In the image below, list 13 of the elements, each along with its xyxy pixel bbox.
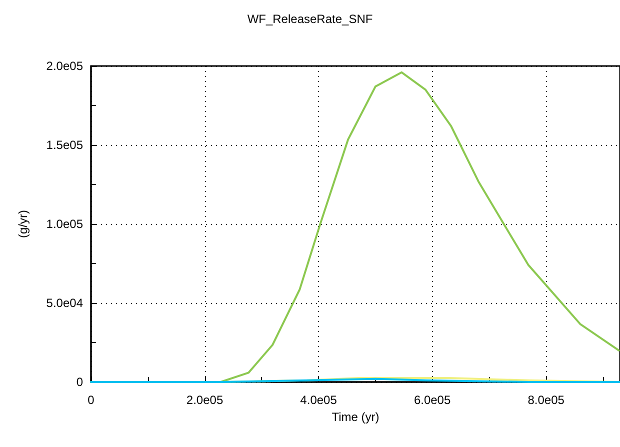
x-axis-title: Time (yr) [332, 410, 380, 424]
y-tick-label: 2.0e05 [46, 59, 84, 73]
x-tick-label: 2.0e05 [186, 393, 224, 407]
y-tick-label: 5.0e04 [46, 296, 84, 310]
x-tick-label: 8.0e05 [528, 393, 565, 407]
chart-title: WF_ReleaseRate_SNF [247, 12, 373, 26]
y-axis-title: (g/yr) [16, 210, 30, 238]
x-tick-label: 6.0e05 [414, 393, 451, 407]
y-tick-label: 1.0e05 [46, 217, 84, 231]
x-tick-label: 4.0e05 [300, 393, 338, 407]
y-tick-label: 1.5e05 [46, 138, 84, 152]
x-tick-label: 0 [88, 393, 95, 407]
y-tick-label: 0 [76, 375, 84, 389]
